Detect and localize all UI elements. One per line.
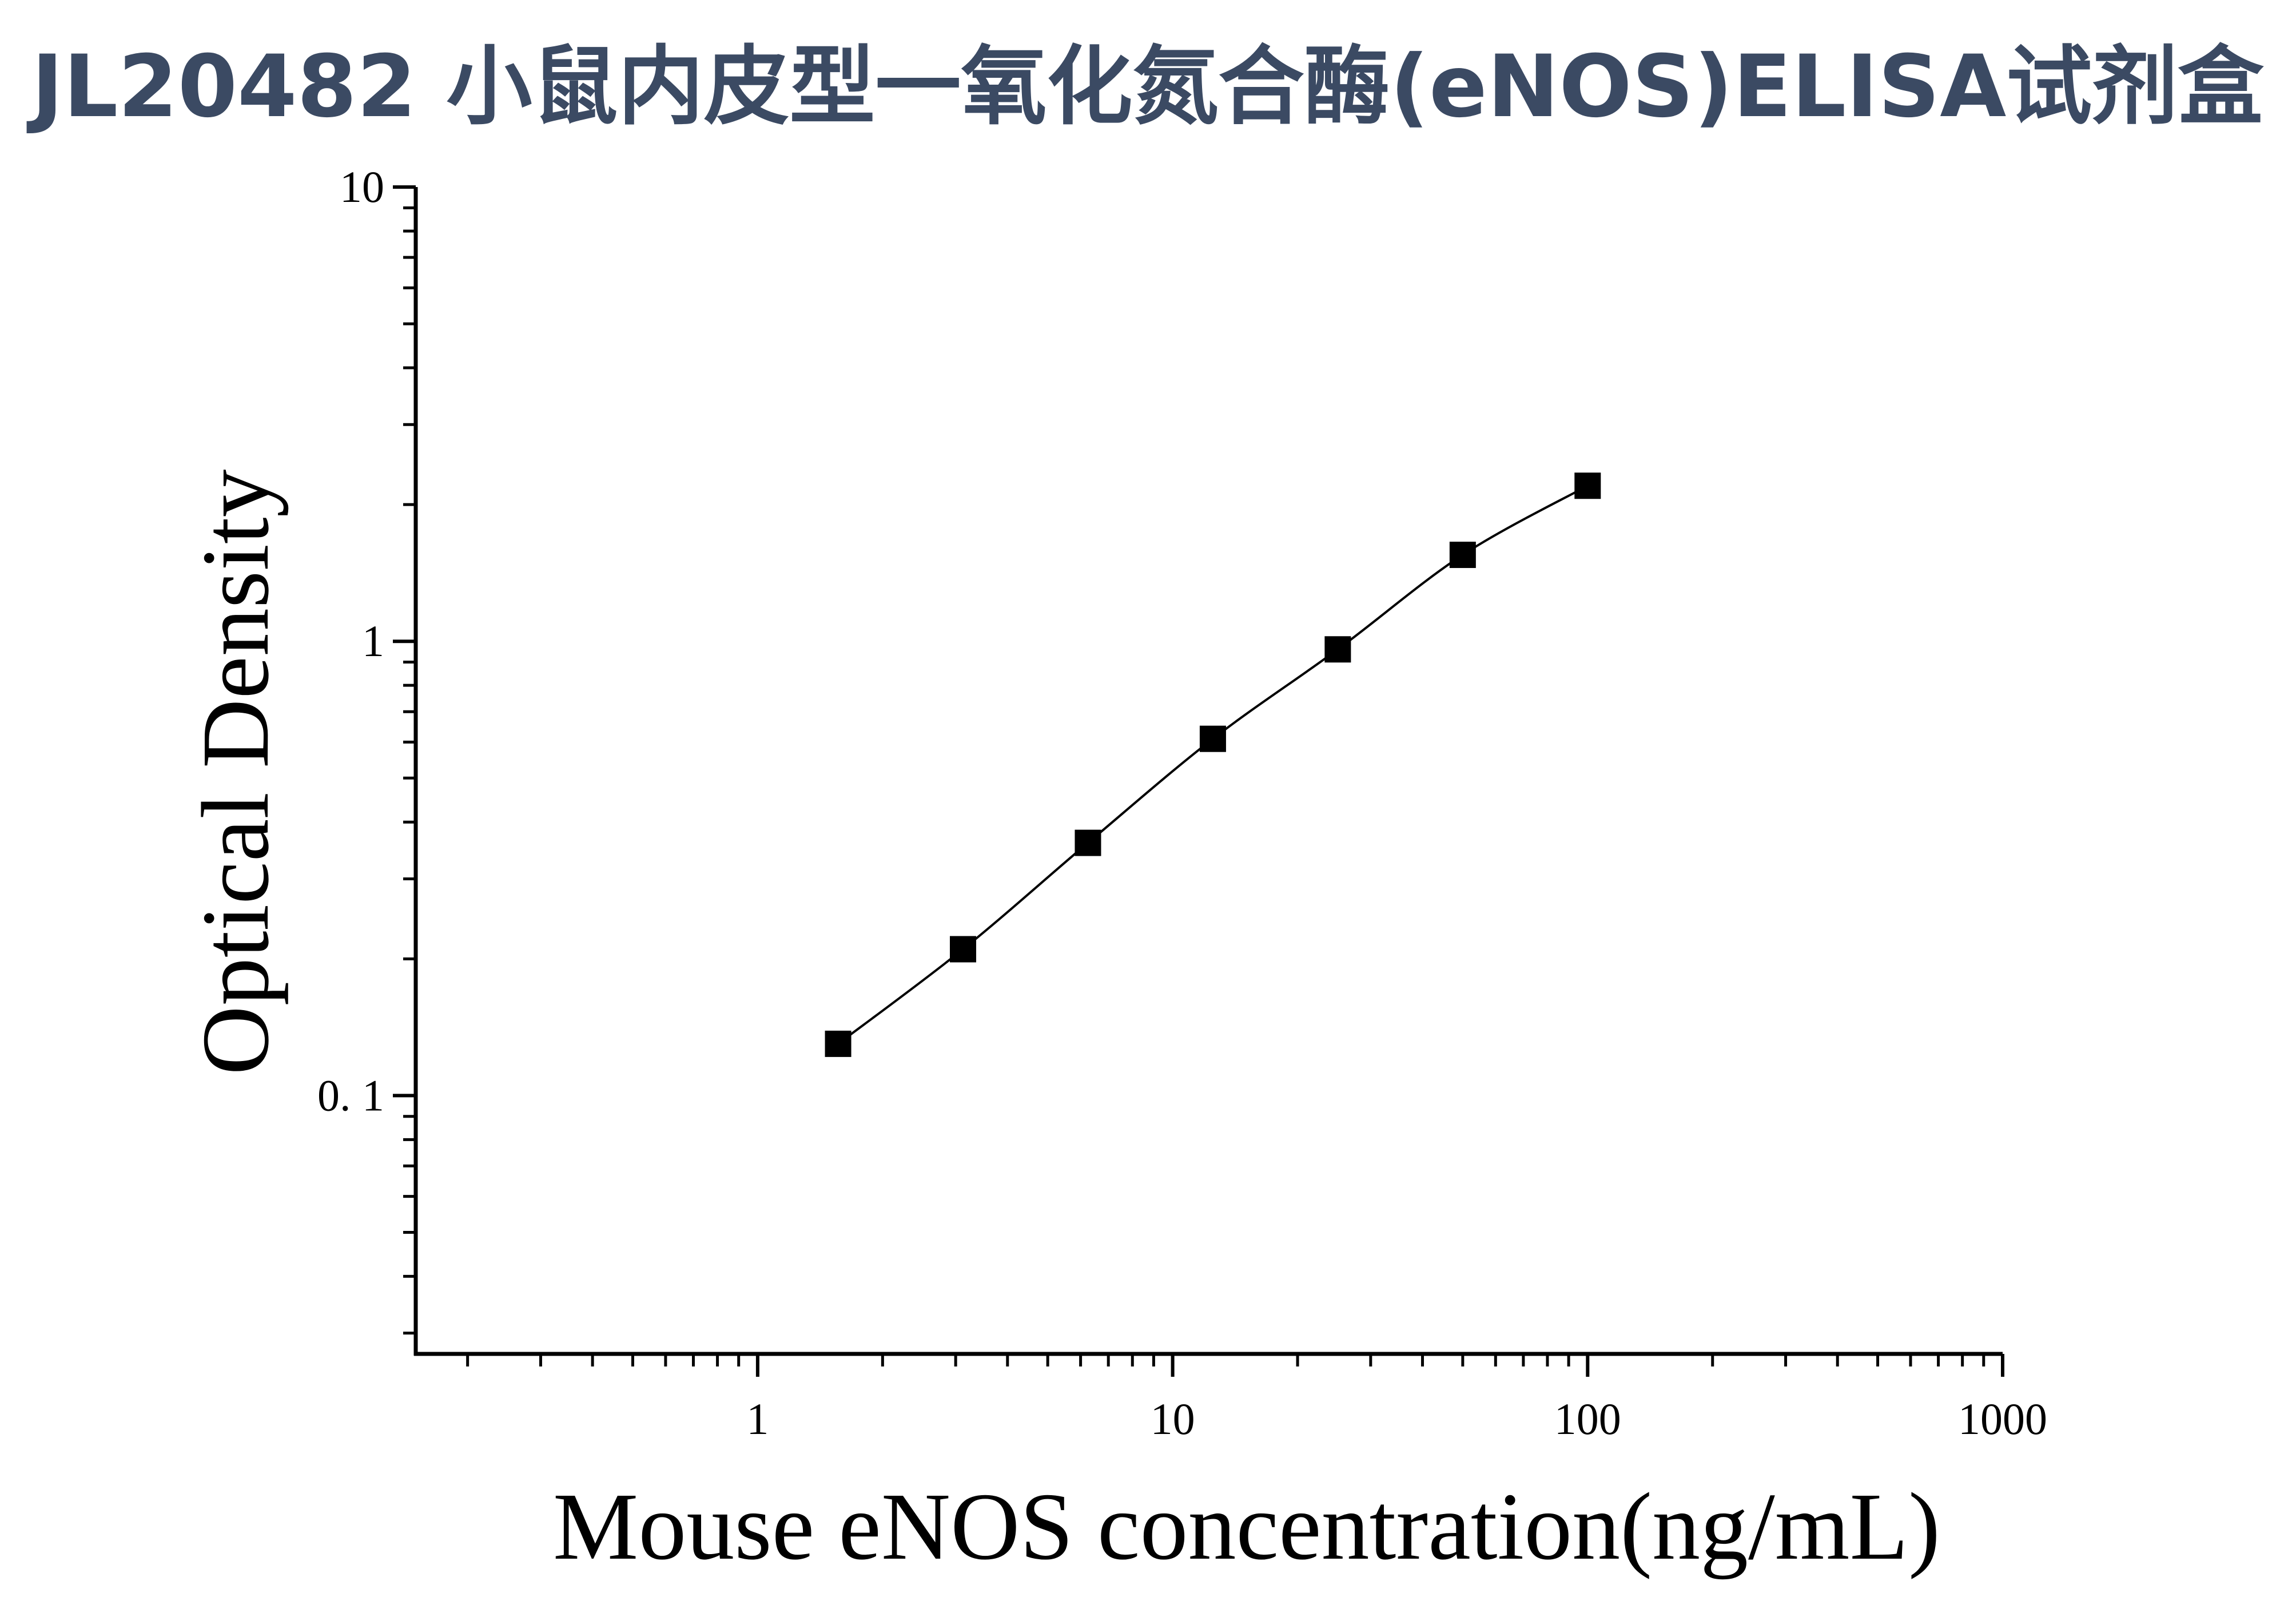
y-tick-label: 10	[340, 162, 384, 212]
data-point	[1324, 636, 1351, 663]
y-tick-label: 0. 1	[317, 1070, 384, 1120]
x-axis-label: Mouse eNOS concentration(ng/mL)	[553, 1473, 1940, 1580]
data-points	[825, 472, 1601, 1057]
page-title: JL20482 小鼠内皮型一氧化氮合酶(eNOS)ELISA试剂盒	[31, 37, 2264, 137]
x-tick-label: 1000	[1958, 1394, 2047, 1444]
data-point	[950, 936, 977, 963]
data-point	[825, 1030, 851, 1057]
data-point	[1574, 472, 1601, 499]
ticks	[393, 185, 2004, 1377]
data-point	[1449, 542, 1476, 569]
data-point	[1199, 725, 1226, 752]
x-tick-label: 10	[1151, 1394, 1195, 1444]
data-point	[1075, 829, 1101, 856]
y-tick-label: 1	[362, 616, 384, 666]
axes	[413, 187, 2003, 1356]
tick-labels: 1 10 100 1000 0. 1 1 10	[317, 162, 2047, 1444]
x-tick-label: 1	[746, 1394, 769, 1444]
y-axis-label: Optical Density	[182, 469, 289, 1075]
x-tick-label: 100	[1554, 1394, 1621, 1444]
